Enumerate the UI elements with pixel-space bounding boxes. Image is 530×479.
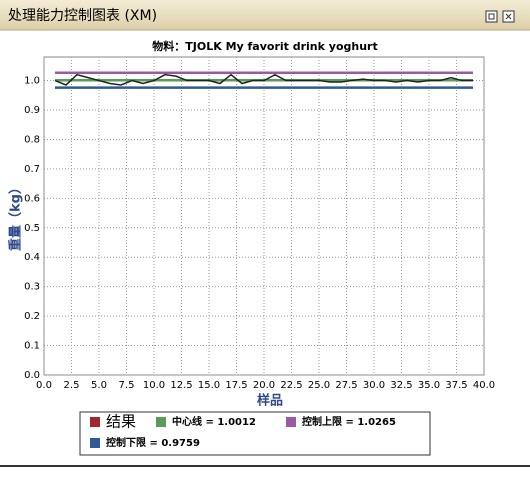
x-tick-label: 40.0 (473, 380, 495, 391)
legend-swatch (156, 417, 166, 427)
x-tick-label: 17.5 (225, 380, 247, 391)
x-tick-label: 27.5 (335, 380, 357, 391)
x-tick-label: 10.0 (143, 380, 165, 391)
legend-swatch (286, 417, 296, 427)
x-tick-label: 37.5 (445, 380, 467, 391)
y-tick-label: 0.3 (24, 282, 40, 293)
x-tick-label: 2.5 (64, 380, 80, 391)
y-tick-label: 0.9 (24, 105, 40, 116)
x-tick-label: 30.0 (363, 380, 385, 391)
restore-icon (488, 13, 495, 20)
x-tick-label: 0.0 (36, 380, 52, 391)
legend-label: 结果 (106, 413, 136, 431)
x-tick-label: 35.0 (418, 380, 440, 391)
x-axis-label: 样品 (257, 393, 283, 409)
legend-swatch (90, 417, 100, 427)
y-tick-label: 0.0 (24, 370, 40, 381)
y-tick-label: 0.1 (24, 341, 40, 352)
y-tick-label: 0.2 (24, 311, 40, 322)
legend (79, 411, 431, 456)
chart-title: 物料：TJOLK My favorit drink yoghurt (152, 39, 377, 53)
y-axis-label: 重量（kg） (8, 181, 24, 251)
legend-label: 控制上限 = 1.0265 (302, 415, 396, 428)
x-tick-label: 20.0 (253, 380, 275, 391)
y-tick-label: 0.6 (24, 193, 40, 204)
y-tick-label: 1.0 (24, 76, 40, 87)
title-bar (0, 0, 530, 30)
legend-label: 中心线 = 1.0012 (172, 415, 256, 428)
x-tick-label: 12.5 (170, 380, 192, 391)
data-line (54, 73, 473, 86)
x-tick-label: 22.5 (280, 380, 302, 391)
y-tick-label: 0.4 (24, 252, 40, 263)
close-icon (505, 13, 512, 20)
x-tick-label: 25.0 (308, 380, 330, 391)
restore-button[interactable] (485, 10, 498, 23)
window-title: 处理能力控制图表 (XM) (8, 8, 157, 24)
y-tick-label: 0.7 (24, 164, 40, 175)
y-tick-label: 0.5 (24, 223, 40, 234)
y-tick-label: 0.8 (24, 134, 40, 145)
legend-swatch (90, 438, 100, 448)
x-tick-label: 7.5 (119, 380, 135, 391)
x-tick-label: 32.5 (390, 380, 412, 391)
legend-label: 控制下限 = 0.9759 (106, 436, 200, 449)
x-tick-label: 15.0 (198, 380, 220, 391)
x-tick-label: 5.0 (91, 380, 107, 391)
